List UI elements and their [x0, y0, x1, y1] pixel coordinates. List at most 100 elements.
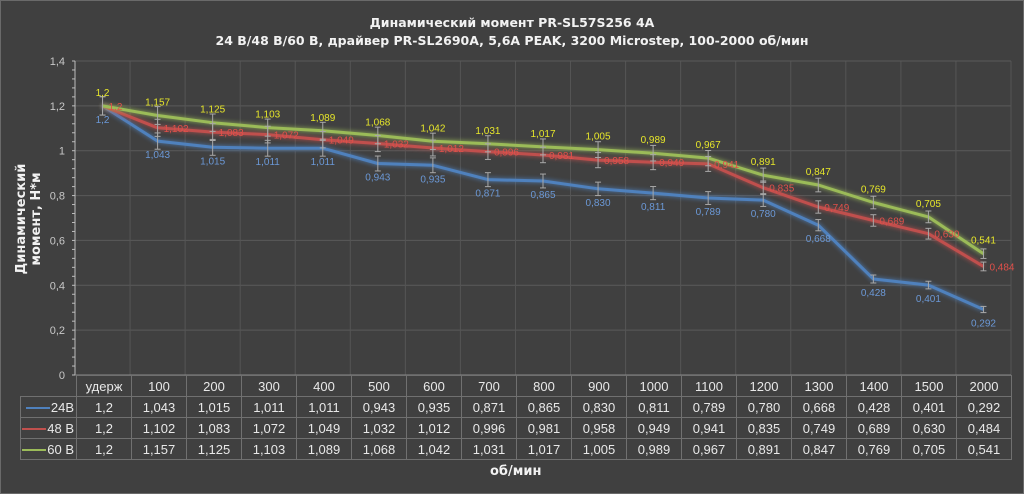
- data-label: 0,871: [475, 189, 500, 200]
- table-cell: 0,847: [791, 438, 847, 460]
- data-label: 1,072: [274, 131, 299, 142]
- table-cell: 0,401: [901, 396, 957, 418]
- table-cell: 1,2: [76, 417, 132, 439]
- data-label: 0,943: [365, 172, 390, 183]
- data-label: 1,011: [311, 157, 336, 168]
- table-header-cell: удерж: [76, 375, 132, 397]
- legend-key: 48 В: [20, 417, 77, 439]
- table-header-cell: 200: [186, 375, 242, 397]
- table-header-cell: 1200: [736, 375, 792, 397]
- data-label: 1,042: [420, 123, 445, 134]
- table-header-cell: 1100: [681, 375, 737, 397]
- data-label: 0,484: [989, 262, 1014, 273]
- legend-label: 24В: [50, 399, 74, 415]
- table-cell: 0,981: [516, 417, 572, 439]
- table-cell: 0,958: [571, 417, 627, 439]
- table-cell: 0,689: [846, 417, 902, 439]
- gridlines: [75, 60, 1012, 375]
- y-tick-label: 1: [59, 146, 65, 158]
- table-cell: 0,865: [516, 396, 572, 418]
- data-label: 1,049: [329, 136, 354, 147]
- y-tick-label: 0,8: [50, 191, 65, 203]
- data-label: 0,996: [494, 148, 519, 159]
- data-label: 1,2: [96, 115, 110, 126]
- table-cell: 0,789: [681, 396, 737, 418]
- data-label: 1,157: [145, 98, 170, 109]
- x-axis-label: об/мин: [490, 464, 542, 479]
- data-label: 0,981: [549, 151, 574, 162]
- table-cell: 1,049: [296, 417, 352, 439]
- table-corner: [20, 375, 77, 397]
- table-header-cell: 1500: [901, 375, 957, 397]
- data-label: 1,089: [310, 113, 335, 124]
- data-label: 0,428: [861, 288, 886, 299]
- table-header-cell: 500: [351, 375, 407, 397]
- data-label: 0,967: [696, 140, 721, 151]
- data-label: 0,958: [604, 156, 629, 167]
- data-label: 0,630: [934, 230, 959, 241]
- table-row: 24В 1,2 1,043 1,015 1,011 1,011 0,943 0,935 0,87…: [20, 396, 1012, 418]
- table-cell: 0,292: [956, 396, 1012, 418]
- chart-title: Динамический момент PR-SL57S256 4A: [369, 15, 655, 30]
- data-label: 1,015: [200, 156, 225, 167]
- table-cell: 0,941: [681, 417, 737, 439]
- table-cell: 0,835: [736, 417, 792, 439]
- table-header-cell: 1300: [791, 375, 847, 397]
- data-label: 0,668: [806, 234, 831, 245]
- data-label: 0,705: [916, 199, 941, 210]
- data-label: 1,012: [439, 144, 464, 155]
- table-header-row: удерж 100 200 300 400 500 600 700 800 900 1000 1100…: [20, 375, 1012, 397]
- data-label: 0,689: [879, 216, 904, 227]
- legend-key: 24В: [20, 396, 77, 418]
- table-cell: 0,949: [626, 417, 682, 439]
- data-label: 1,068: [365, 117, 390, 128]
- table-header-cell: 100: [131, 375, 187, 397]
- data-label: 0,865: [530, 190, 555, 201]
- data-labels: 1,2 1,043 1,015 1,011 1,011 0,943 0,935 0,871 0,…: [96, 88, 1015, 330]
- table-header-cell: 800: [516, 375, 572, 397]
- table-header-cell: 1000: [626, 375, 682, 397]
- table-cell: 0,749: [791, 417, 847, 439]
- data-label: 1,125: [200, 105, 225, 116]
- table-cell: 1,157: [131, 438, 187, 460]
- table-cell: 0,996: [461, 417, 517, 439]
- error-bars: [99, 96, 987, 314]
- table-cell: 1,015: [186, 396, 242, 418]
- table-cell: 1,032: [351, 417, 407, 439]
- data-table: удерж 100 200 300 400 500 600 700 800 900 1000 1100…: [20, 375, 1012, 460]
- data-label: 0,989: [641, 135, 666, 146]
- data-label: 0,949: [659, 158, 684, 169]
- data-label: 0,935: [420, 174, 445, 185]
- data-label: 0,780: [751, 209, 776, 220]
- table-cell: 1,011: [296, 396, 352, 418]
- y-tick-label: 0,4: [50, 280, 65, 292]
- table-cell: 1,089: [296, 438, 352, 460]
- table-cell: 0,891: [736, 438, 792, 460]
- table-cell: 1,012: [406, 417, 462, 439]
- data-label: 1,2: [109, 102, 123, 113]
- table-cell: 0,484: [956, 417, 1012, 439]
- legend-label: 48 В: [47, 420, 74, 436]
- legend-key: 60 В: [20, 438, 77, 460]
- table-cell: 1,031: [461, 438, 517, 460]
- table-cell: 1,017: [516, 438, 572, 460]
- legend-swatch: [22, 428, 47, 431]
- table-cell: 1,011: [241, 396, 297, 418]
- table-header-cell: 400: [296, 375, 352, 397]
- legend-label: 60 В: [47, 441, 74, 457]
- data-label: 1,011: [256, 157, 281, 168]
- table-cell: 0,989: [626, 438, 682, 460]
- table-header-cell: 700: [461, 375, 517, 397]
- data-label: 0,811: [641, 202, 666, 213]
- table-header-cell: 300: [241, 375, 297, 397]
- y-tick-label: 1,4: [50, 56, 65, 68]
- table-cell: 0,811: [626, 396, 682, 418]
- data-label: 0,830: [586, 198, 611, 209]
- data-label: 1,2: [96, 88, 110, 99]
- table-cell: 1,042: [406, 438, 462, 460]
- table-cell: 0,668: [791, 396, 847, 418]
- data-label: 0,401: [916, 294, 941, 305]
- data-label: 0,835: [769, 184, 794, 195]
- table-cell: 0,769: [846, 438, 902, 460]
